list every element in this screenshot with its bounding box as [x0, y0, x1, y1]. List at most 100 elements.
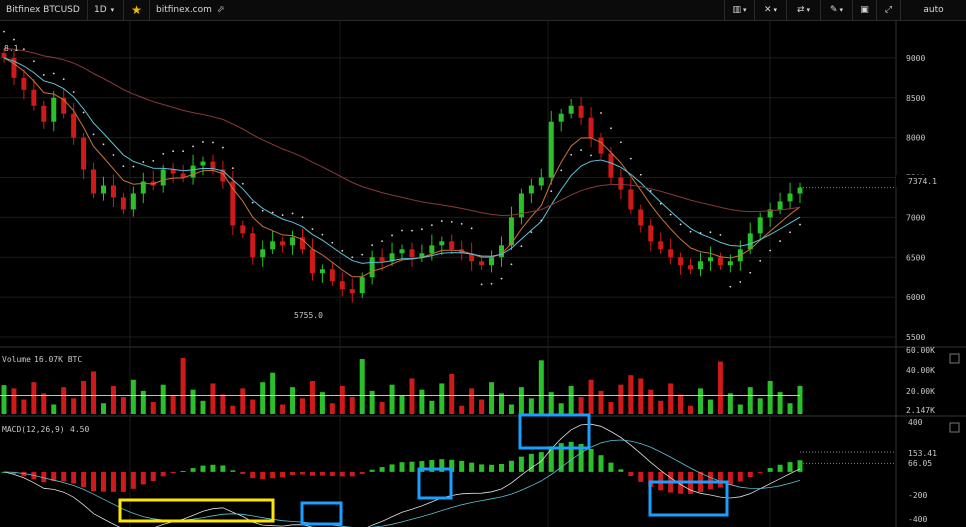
macd-histogram-bar	[369, 469, 375, 472]
psar-dot	[112, 154, 115, 156]
macd-histogram-bar	[339, 471, 345, 477]
volume-bar	[230, 405, 236, 414]
candle-body	[81, 137, 87, 170]
volume-bar	[110, 385, 116, 414]
scale-mode-button[interactable]: auto	[900, 0, 966, 20]
candle-body	[240, 225, 246, 234]
psar-dot	[92, 133, 95, 136]
chart-area[interactable]: 55006000650070007500800085009000 8.1 575…	[0, 21, 966, 527]
psar-dot	[689, 230, 692, 233]
psar-dot	[42, 74, 45, 76]
volume-bar	[548, 392, 554, 414]
candle-body	[130, 193, 136, 210]
macd-histogram-bar	[120, 471, 126, 492]
highlight-box-yellow	[118, 498, 275, 523]
psar-dot	[401, 229, 403, 232]
candle-body	[230, 181, 236, 226]
volume-bar	[568, 385, 574, 414]
calendar-button[interactable]: ▣	[852, 0, 876, 20]
volume-bar	[280, 404, 286, 414]
symbol-selector[interactable]: Bitfinex BTCUSD	[0, 0, 88, 20]
psar-dot	[162, 152, 165, 155]
psar-dot	[470, 227, 473, 230]
volume-bar	[459, 405, 465, 414]
psar-dot	[799, 223, 801, 226]
price-tick-label: 7000	[906, 213, 925, 222]
psar-dot	[550, 190, 553, 193]
calendar-icon: ▣	[860, 5, 869, 15]
candle-body	[479, 261, 485, 266]
psar-dot	[371, 244, 374, 247]
volume-title: Volume	[2, 355, 31, 364]
volume-bar	[71, 398, 77, 414]
candle-body	[658, 241, 664, 250]
volume-bar	[429, 400, 435, 414]
volume-tick-60k: 60.00K	[906, 346, 935, 355]
macd-histogram-bar	[150, 471, 156, 482]
candle-body	[41, 105, 47, 122]
volume-pane-close-button[interactable]	[949, 353, 960, 364]
macd-histogram-bar	[469, 462, 475, 472]
fullscreen-button[interactable]: ⤢	[876, 0, 900, 20]
chart-type-button[interactable]: ▥ ▾	[724, 0, 754, 20]
psar-dot	[341, 249, 344, 252]
drawing-tools-button[interactable]: ✎ ▾	[820, 0, 852, 20]
price-tick-label: 8500	[906, 94, 925, 103]
candle-body	[538, 177, 544, 186]
price-tick-label: 9000	[906, 54, 925, 63]
indicators-button[interactable]: ✕ ▾	[754, 0, 786, 20]
psar-dot	[709, 231, 712, 234]
volume-bar	[757, 398, 763, 414]
candle-body	[91, 169, 97, 194]
volume-bar	[698, 388, 703, 414]
candle-body	[61, 97, 67, 114]
psar-dot	[152, 160, 155, 162]
macd-histogram-bar	[648, 471, 654, 487]
volume-bar	[349, 397, 355, 414]
psar-dot	[212, 141, 214, 144]
psar-dot	[261, 209, 264, 212]
macd-histogram-bar	[429, 460, 435, 472]
macd-histogram-bar	[479, 464, 485, 472]
macd-histogram-bar	[101, 471, 106, 492]
macd-pane-close-button[interactable]	[949, 422, 960, 433]
candle-body	[449, 241, 455, 250]
volume-bar	[260, 382, 266, 414]
candle-body	[120, 197, 126, 210]
psar-dot	[13, 38, 15, 41]
volume-pane	[0, 357, 803, 414]
macd-histogram-bar	[508, 460, 514, 472]
candle-body	[319, 269, 325, 274]
candle-body	[180, 173, 186, 178]
candles-icon: ▥	[732, 5, 741, 15]
psar-dot	[32, 60, 35, 63]
candle-body	[270, 241, 276, 250]
ema-slow-line	[3, 57, 801, 264]
volume-bar	[658, 400, 664, 414]
site-link[interactable]: bitfinex.com ⬀	[150, 0, 236, 20]
psar-dot	[182, 150, 185, 153]
macd-histogram-bar	[51, 471, 57, 482]
volume-bar	[767, 380, 773, 414]
volume-bar	[399, 395, 405, 414]
candle-body	[359, 277, 365, 294]
candle-body	[210, 161, 216, 170]
interval-selector[interactable]: 1D ▾	[88, 0, 124, 20]
psar-dot	[82, 111, 85, 114]
volume-bar	[270, 372, 276, 414]
candle-body	[300, 237, 305, 250]
cross-icon: ✕	[763, 5, 772, 15]
macd-histogram-bar	[110, 471, 116, 492]
compare-button[interactable]: ⇄ ▾	[786, 0, 820, 20]
volume-bar	[797, 385, 803, 414]
candle-body	[439, 241, 445, 246]
macd-signal-line	[3, 439, 801, 527]
psar-dot	[789, 231, 791, 234]
macd-histogram-bar	[300, 471, 305, 475]
last-price-box	[896, 175, 966, 187]
psar-dot	[202, 141, 204, 143]
volume-bar	[101, 403, 106, 414]
star-icon: ★	[131, 3, 142, 17]
favorite-button[interactable]: ★	[124, 0, 150, 20]
psar-dot	[241, 182, 244, 185]
